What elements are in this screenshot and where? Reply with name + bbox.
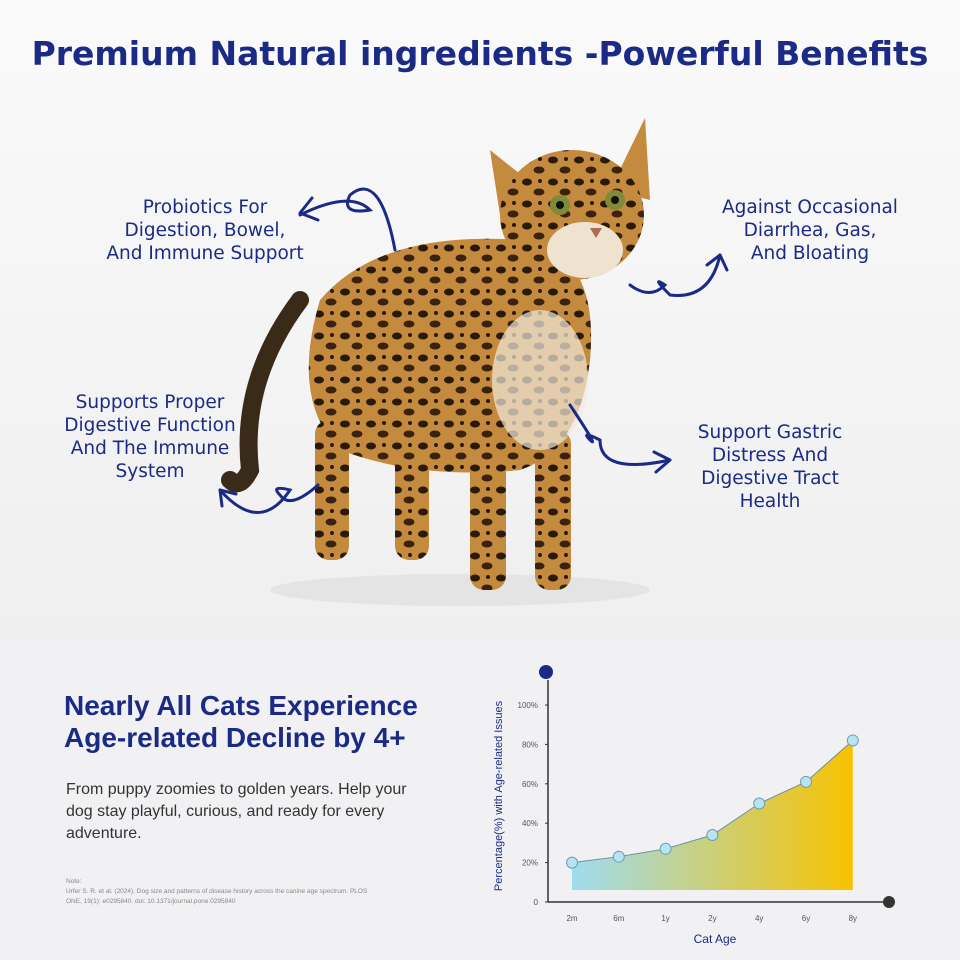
x-axis-label: Cat Age bbox=[694, 932, 737, 946]
page-title: Premium Natural ingredients -Powerful Be… bbox=[31, 34, 929, 73]
x-tick-label: 6y bbox=[802, 914, 810, 923]
point bbox=[659, 842, 672, 855]
text-line: Digestive Function bbox=[64, 415, 236, 436]
y-tick-label: 60% bbox=[522, 780, 538, 789]
point bbox=[706, 829, 719, 842]
y-tick-label: 40% bbox=[522, 819, 538, 828]
text-line: Supports Proper bbox=[75, 392, 225, 413]
note-text: Urfer S. R. et al. (2024). Dog size and … bbox=[66, 888, 368, 905]
cat-illustration bbox=[221, 118, 650, 590]
section-body: From puppy zoomies to golden years. Help… bbox=[66, 781, 407, 842]
x-tick-label: 2y bbox=[708, 914, 716, 923]
text-line: And Immune Support bbox=[106, 243, 304, 264]
arrows bbox=[218, 187, 729, 514]
text-line: Health bbox=[739, 491, 801, 512]
note-label: Note: bbox=[66, 878, 82, 885]
text-line: Diarrhea, Gas, bbox=[743, 220, 877, 241]
point bbox=[753, 797, 766, 810]
section-title: Nearly All Cats Experience Age-related De… bbox=[64, 690, 484, 754]
x-tick-label: 6m bbox=[613, 914, 624, 923]
text-line: Digestive Tract bbox=[701, 468, 839, 489]
shadow bbox=[270, 574, 650, 606]
axis-icon bbox=[539, 665, 553, 679]
callout: Probiotics For Digestion, Bowel, And Immun… bbox=[95, 196, 315, 265]
y-tick-label: 0 bbox=[534, 898, 539, 907]
text-line: Digestion, Bowel, bbox=[124, 220, 286, 241]
y-tick-label: 20% bbox=[522, 859, 538, 868]
point bbox=[612, 850, 625, 863]
axis-icon bbox=[883, 896, 895, 908]
text-line: Probiotics For bbox=[142, 197, 268, 218]
callout: Supports Proper Digestive Function And The… bbox=[40, 391, 260, 483]
text-line: And The Immune bbox=[70, 438, 230, 459]
point bbox=[566, 856, 578, 869]
y-axis-label: Percentage(%) with Age-related Issues bbox=[493, 700, 505, 891]
point bbox=[800, 775, 812, 788]
x-tick-label: 8y bbox=[849, 914, 857, 923]
text-line: Nearly All Cats Experience bbox=[64, 690, 418, 721]
y-tick-label: 100% bbox=[518, 701, 538, 710]
callout: Support Gastric Distress And Digestive Tra… bbox=[660, 421, 880, 513]
text-line: Support Gastric bbox=[697, 422, 843, 443]
x-tick-label: 2m bbox=[566, 914, 577, 923]
chart: 0 20% 40% 60% 80% 100% 2m 6m 1y 2y 4y 6y 8y Cat Age Pe… bbox=[493, 665, 895, 946]
note: Note: Urfer S. R. et al. (2024). Dog size… bbox=[66, 877, 376, 907]
text-line: Age-related Decline by 4+ bbox=[64, 722, 406, 753]
callout: Against Occasional Diarrhea, Gas, And Bloa… bbox=[700, 196, 920, 265]
text-line: And Bloating bbox=[750, 243, 870, 264]
text-line: Against Occasional bbox=[722, 197, 898, 218]
y-tick-label: 80% bbox=[522, 740, 538, 749]
x-tick-label: 1y bbox=[661, 914, 669, 923]
text-line: Distress And bbox=[711, 445, 829, 466]
area bbox=[572, 740, 853, 890]
point bbox=[846, 734, 859, 747]
text-line: System bbox=[115, 461, 185, 482]
x-tick-label: 4y bbox=[755, 914, 763, 923]
